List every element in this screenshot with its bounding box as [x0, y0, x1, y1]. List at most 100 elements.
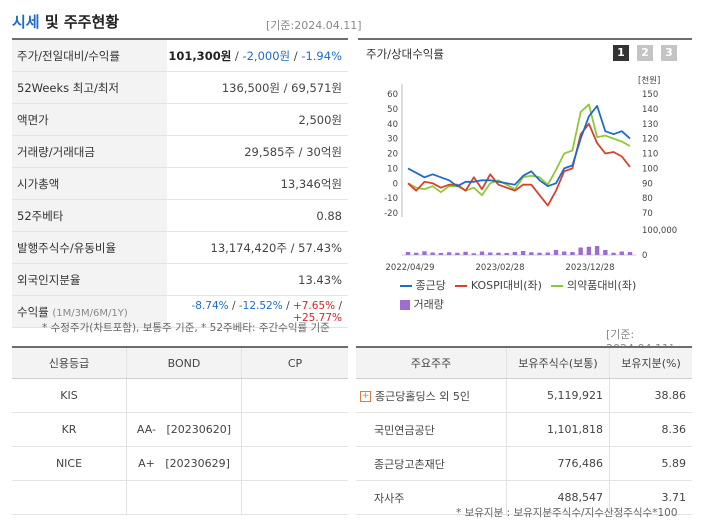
return-3m: -12.52% — [238, 299, 283, 312]
footnote-right: * 보유지분 : 보유지분주식수/지수산정주식수*100 — [456, 507, 678, 519]
section-title-rest: 및 주주현황 — [39, 13, 120, 31]
volume-bar — [430, 252, 435, 255]
column-header: 주요주주 — [356, 346, 507, 379]
price-change: -2,000원 — [242, 48, 291, 63]
volume-bar — [520, 251, 526, 255]
row-label: 52Weeks 최고/최저 — [12, 71, 167, 104]
return-1y: +25.77% — [293, 311, 342, 324]
x-axis-tick-label: 2023/02/28 — [476, 263, 525, 273]
volume-bar — [405, 252, 411, 255]
holder-name: 자사주 — [356, 480, 507, 515]
right-axis-tick-label: 150 — [642, 90, 658, 100]
returns-label: 수익률 — [17, 304, 49, 319]
right-axis-tick-label: 90 — [642, 179, 653, 189]
volume-bar — [611, 252, 616, 255]
left-axis-tick-label: 40 — [387, 120, 398, 130]
table-row: 시가총액 13,346억원 — [12, 167, 348, 200]
returns-values: -8.74% / -12.52% / +7.65% / +25.77% — [167, 295, 348, 328]
agency-cell: NICE — [12, 446, 127, 481]
stake-cell: 5.89 — [609, 446, 692, 481]
chart-tab-2-button[interactable]: 2 — [637, 45, 653, 61]
volume-bar — [488, 252, 493, 255]
row-value: 136,500원 / 69,571원 — [167, 71, 348, 104]
right-axis-tick-label: 110 — [642, 150, 658, 160]
chart-legend: 종근당 KOSPI대비(좌) 의약품대비(좌) 거래량 — [400, 277, 700, 312]
volume-axis-tick-label: 0 — [642, 251, 647, 261]
legend-swatch-stock — [400, 285, 412, 287]
volume-bar — [594, 246, 600, 255]
table-row — [12, 480, 348, 515]
volume-bar — [422, 251, 427, 255]
cp-cell — [241, 412, 348, 447]
returns-label-sub: (1M/3M/6M/1Y) — [52, 307, 128, 319]
table-row: 수익률 (1M/3M/6M/1Y) -8.74% / -12.52% / +7.… — [12, 295, 348, 328]
volume-bar — [504, 253, 509, 255]
footnote-left: * 수정주가(차트포함), 보통주 기준, * 52주베타: 주간수익률 기준 — [42, 322, 330, 334]
agency-cell: KIS — [12, 378, 127, 413]
divider — [12, 38, 348, 40]
table-header-row: 신용등급 BOND CP — [12, 346, 348, 379]
volume-bar — [537, 252, 542, 255]
right-axis-tick-label: 140 — [642, 105, 658, 115]
legend-swatch-volume — [400, 300, 410, 310]
agency-cell — [12, 480, 127, 515]
sep: / — [232, 299, 239, 312]
row-label: 액면가 — [12, 103, 167, 136]
chart-tab-3-button[interactable]: 3 — [661, 45, 677, 61]
table-row: 자사주 488,547 3.71 — [356, 480, 692, 515]
stock-price-line — [407, 105, 631, 188]
bond-cell: A+ [20230629] — [126, 446, 242, 481]
row-value: 2,500원 — [167, 103, 348, 136]
expand-icon[interactable]: + — [360, 391, 371, 402]
row-label: 수익률 (1M/3M/6M/1Y) — [12, 295, 167, 328]
stake-cell: 8.36 — [609, 412, 692, 447]
stake-cell: 3.71 — [609, 480, 692, 515]
left-axis-tick-label: 0 — [393, 179, 398, 189]
volume-axis-tick-label: 100,000 — [642, 226, 677, 236]
volume-bar — [545, 252, 550, 255]
table-row: 종근당고촌재단 776,486 5.89 — [356, 446, 692, 481]
holder-name: 종근당고촌재단 — [356, 446, 507, 481]
volume-bar — [562, 251, 567, 255]
x-axis-tick-label: 2023/12/28 — [566, 263, 615, 273]
sep: / — [338, 299, 342, 312]
column-header: BOND — [126, 346, 242, 379]
left-axis-tick-label: -20 — [384, 209, 398, 219]
holder-name: 국민연금공단 — [356, 412, 507, 447]
volume-bar — [553, 250, 559, 255]
volume-bar — [414, 252, 419, 255]
left-axis-tick-label: 10 — [387, 164, 398, 174]
column-header: CP — [241, 346, 348, 379]
volume-bar — [619, 251, 624, 255]
holder-name-cell[interactable]: + 종근당홀딩스 외 5인 — [356, 378, 507, 413]
table-row: 주가/전일대비/수익률 101,300원 / -2,000원 / -1.94% — [12, 40, 348, 72]
kospi-relative-line — [407, 122, 631, 207]
row-label: 외국인지분율 — [12, 263, 167, 296]
table-row: 거래량/거래대금 29,585주 / 30억원 — [12, 135, 348, 168]
table-row: 액면가 2,500원 — [12, 103, 348, 136]
table-row: 52Weeks 최고/최저 136,500원 / 69,571원 — [12, 71, 348, 104]
table-row: 외국인지분율 13.43% — [12, 263, 348, 296]
table-header-row: 주요주주 보유주식수(보통) 보유지분(%) — [356, 346, 692, 379]
shares-cell: 488,547 — [506, 480, 610, 515]
table-row: NICE A+ [20230629] — [12, 446, 348, 481]
pharma-relative-line — [407, 103, 631, 197]
major-shareholders-table: 주요주주 보유주식수(보통) 보유지분(%) + 종근당홀딩스 외 5인 5,11… — [356, 346, 692, 515]
agency-cell: KR — [12, 412, 127, 447]
return-6m: +7.65% — [292, 299, 336, 312]
bond-cell: AA- [20230620] — [126, 412, 242, 447]
sep: / — [286, 299, 293, 312]
left-axis-tick-label: 20 — [387, 150, 398, 160]
shares-cell: 5,119,921 — [506, 378, 610, 413]
bond-cell — [126, 378, 242, 413]
section-title-accent: 시세 — [12, 13, 40, 31]
volume-bar — [512, 252, 518, 255]
bond-cell — [126, 480, 242, 515]
volume-bar — [446, 252, 452, 255]
table-row: KIS — [12, 378, 348, 413]
price-value: 101,300원 / -2,000원 / -1.94% — [167, 40, 348, 72]
row-value: 13,346억원 — [167, 167, 348, 200]
volume-bar — [570, 252, 575, 255]
row-value: 13.43% — [167, 263, 348, 296]
chart-tab-1-button[interactable]: 1 — [613, 45, 629, 61]
